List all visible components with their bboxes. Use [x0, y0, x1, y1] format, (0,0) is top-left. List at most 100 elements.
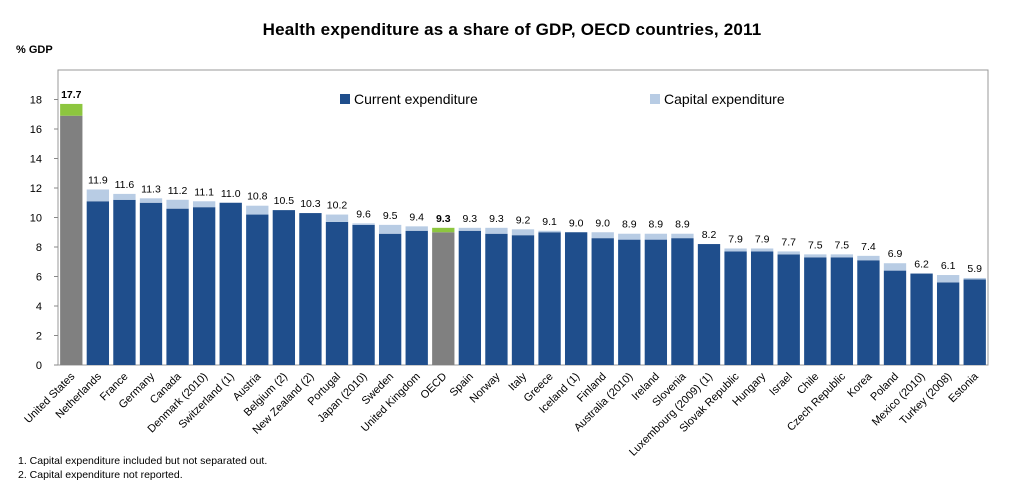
data-label: 5.9 — [967, 263, 982, 275]
data-label: 7.7 — [781, 236, 796, 248]
data-label: 17.7 — [61, 89, 82, 101]
bar-current-expenditure — [618, 239, 641, 365]
data-label: 11.2 — [168, 185, 188, 197]
bar-capital-expenditure — [963, 277, 986, 280]
data-label: 11.1 — [194, 186, 214, 198]
bar-current-expenditure — [564, 232, 588, 365]
bar-capital-expenditure — [432, 227, 455, 233]
bar-current-expenditure — [458, 230, 482, 365]
data-label: 7.9 — [755, 233, 770, 245]
bar-capital-expenditure — [139, 198, 163, 203]
y-tick-label: 0 — [36, 360, 42, 372]
bar-current-expenditure — [113, 199, 136, 365]
y-tick-label: 18 — [30, 95, 42, 107]
data-label: 11.6 — [115, 179, 135, 191]
data-label: 7.5 — [835, 239, 850, 251]
y-axis: 0 2 4 6 8 10 12 14 16 18 — [30, 95, 58, 372]
bar-capital-expenditure — [166, 199, 189, 209]
bar-current-expenditure — [644, 239, 668, 365]
data-label: 9.3 — [463, 213, 478, 225]
bar-current-expenditure — [378, 233, 402, 365]
data-label: 7.9 — [728, 233, 743, 245]
data-label: 9.3 — [489, 213, 504, 225]
bar-capital-expenditure — [352, 223, 375, 225]
bar-capital-expenditure — [325, 214, 349, 222]
data-label: 10.3 — [300, 198, 321, 210]
data-label: 9.2 — [516, 214, 531, 226]
x-tick-label: Estonia — [946, 370, 981, 405]
bar-capital-expenditure — [485, 227, 508, 234]
y-tick-label: 10 — [30, 213, 42, 225]
bar-current-expenditure — [936, 282, 960, 365]
data-label: 8.2 — [702, 229, 717, 241]
y-axis-label: % GDP — [16, 44, 53, 56]
bar-current-expenditure — [60, 115, 83, 365]
x-tick-label: Italy — [506, 370, 529, 393]
x-tick-label: Israel — [767, 371, 795, 399]
data-label: 9.3 — [436, 213, 451, 225]
y-tick-label: 12 — [30, 183, 42, 195]
data-label: 11.0 — [221, 188, 241, 200]
y-tick-label: 14 — [30, 154, 42, 166]
bar-current-expenditure — [697, 244, 721, 365]
bar-current-expenditure — [485, 233, 508, 365]
data-label: 6.2 — [914, 259, 929, 271]
bar-capital-expenditure — [60, 103, 83, 116]
data-label: 7.4 — [861, 241, 876, 253]
bar-capital-expenditure — [378, 224, 402, 234]
data-label: 7.5 — [808, 239, 823, 251]
bar-current-expenditure — [671, 238, 694, 365]
x-tick-label: Norway — [468, 370, 503, 405]
data-label: 8.9 — [622, 219, 637, 231]
y-tick-label: 2 — [36, 331, 42, 343]
data-label: 9.6 — [356, 208, 371, 220]
bar-capital-expenditure — [113, 193, 136, 200]
bar-capital-expenditure — [724, 248, 747, 252]
footnote-1: 1. Capital expenditure included but not … — [18, 455, 268, 467]
bar-current-expenditure — [139, 202, 163, 365]
data-label: 10.8 — [247, 191, 268, 203]
y-tick-label: 4 — [36, 301, 42, 313]
y-tick-label: 6 — [36, 272, 42, 284]
data-label: 9.0 — [595, 217, 610, 229]
bar-current-expenditure — [777, 254, 800, 365]
bar-current-expenditure — [538, 232, 561, 365]
bar-current-expenditure — [86, 201, 110, 365]
legend-label: Current expenditure — [354, 91, 478, 107]
bar-current-expenditure — [963, 279, 986, 365]
bar-current-expenditure — [272, 210, 296, 365]
bar-current-expenditure — [192, 207, 216, 365]
bar-capital-expenditure — [618, 233, 641, 240]
bar-capital-expenditure — [671, 233, 694, 239]
data-label: 8.9 — [649, 219, 664, 231]
legend-swatch — [650, 94, 660, 104]
x-axis-labels: United StatesNetherlandsFranceGermanyCan… — [22, 370, 981, 459]
legend-label: Capital expenditure — [664, 91, 785, 107]
bar-current-expenditure — [830, 257, 854, 365]
data-label: 6.9 — [888, 248, 903, 260]
bar-current-expenditure — [405, 230, 428, 365]
data-label: 9.1 — [542, 216, 557, 228]
footnote-2: 2. Capital expenditure not reported. — [18, 469, 183, 481]
bar-current-expenditure — [299, 213, 322, 365]
bar-current-expenditure — [246, 214, 269, 365]
y-tick-label: 16 — [30, 124, 42, 136]
legend-swatch — [340, 94, 350, 104]
bar-current-expenditure — [352, 224, 375, 365]
bar-current-expenditure — [750, 251, 774, 365]
bar-current-expenditure — [883, 270, 907, 365]
bar-current-expenditure — [591, 238, 614, 365]
legend: Current expenditure Capital expenditure — [340, 91, 785, 107]
bar-capital-expenditure — [883, 263, 907, 271]
bar-current-expenditure — [724, 251, 747, 365]
bar-capital-expenditure — [777, 251, 800, 255]
bars-group: 17.7 11.9 11.6 11.3 11.2 11.1 11.0 10.8 10.5 10.3… — [60, 89, 986, 365]
data-label: 10.2 — [327, 200, 348, 212]
bar-current-expenditure — [325, 221, 349, 365]
data-label: 8.9 — [675, 219, 690, 231]
bar-capital-expenditure — [644, 233, 668, 240]
bar-capital-expenditure — [830, 254, 854, 258]
data-label: 9.0 — [569, 217, 584, 229]
bar-capital-expenditure — [750, 248, 774, 252]
